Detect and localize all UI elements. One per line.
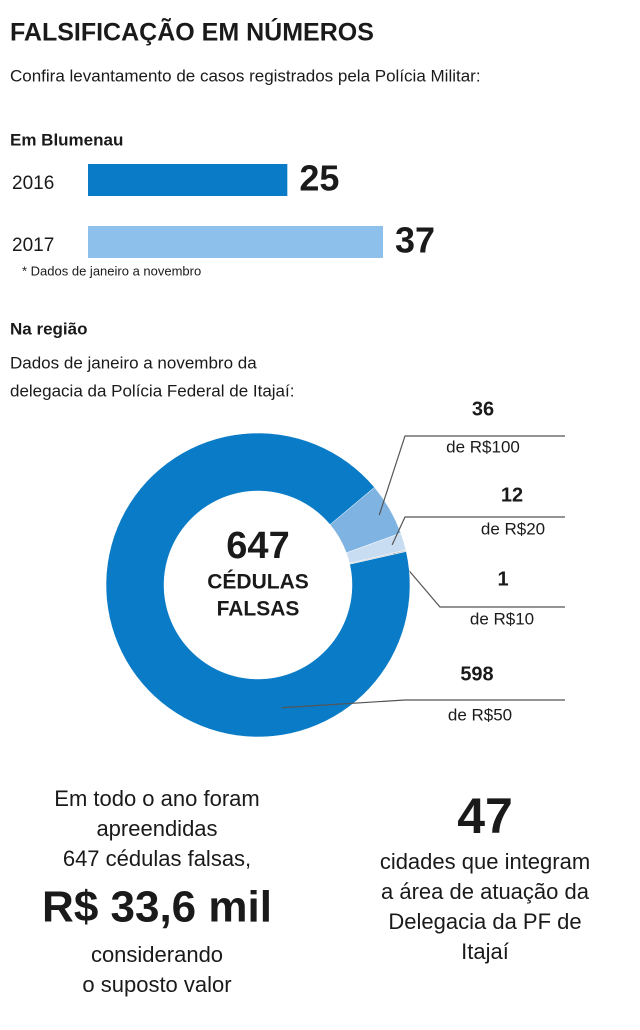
section-subtitle: delegacia da Polícia Federal de Itajaí: (10, 381, 294, 400)
slice-label: de R$50 (448, 705, 512, 724)
slice-value: 598 (460, 663, 493, 685)
footer-text: 647 cédulas falsas, (63, 846, 251, 871)
value-label: 25 (299, 158, 339, 199)
footer-highlight: R$ 33,6 mil (42, 883, 272, 932)
slice-value: 36 (472, 398, 494, 420)
section-title: Na região (10, 319, 87, 338)
footer-text: considerando (91, 942, 223, 967)
section-subtitle: Dados de janeiro a novembro da (10, 353, 257, 372)
footer-text: cidades que integram (380, 849, 590, 874)
value-label: 37 (395, 220, 435, 261)
bar (88, 226, 383, 258)
leader-line (378, 435, 565, 516)
footer-number: 47 (457, 788, 513, 844)
subtitle: Confira levantamento de casos registrado… (10, 66, 481, 85)
footer-text: a área de atuação da (381, 879, 590, 904)
slice-label: de R$20 (481, 519, 545, 538)
donut-slice (105, 432, 411, 738)
leader-line (391, 516, 565, 546)
footer-text: apreendidas (96, 816, 217, 841)
bar (88, 164, 288, 196)
center-value: 647 (226, 525, 289, 567)
note: * Dados de janeiro a novembro (22, 263, 201, 278)
slice-label: de R$10 (470, 609, 534, 628)
leader-line (281, 699, 565, 709)
slice-value: 1 (497, 568, 508, 590)
category-label: 2016 (12, 173, 54, 194)
center-label: FALSAS (217, 598, 300, 621)
leader-line (393, 553, 565, 608)
slice-value: 12 (501, 484, 523, 506)
footer-text: Delegacia da PF de (388, 909, 581, 934)
title: FALSIFICAÇÃO EM NÚMEROS (10, 17, 374, 47)
center-label: CÉDULAS (207, 571, 309, 594)
category-label: 2017 (12, 235, 54, 256)
footer-text: Itajaí (461, 939, 509, 964)
footer-text: Em todo o ano foram (54, 786, 259, 811)
section-title: Em Blumenau (10, 130, 123, 149)
slice-label: de R$100 (446, 437, 520, 456)
footer-text: o suposto valor (82, 972, 231, 997)
